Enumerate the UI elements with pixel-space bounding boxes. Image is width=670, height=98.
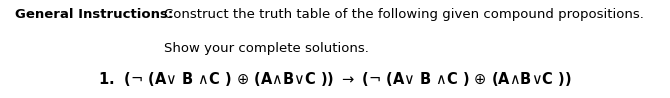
Text: 1.  ($\neg$ (A$\vee$ B $\wedge$C ) $\oplus$ (A$\wedge$B$\vee$C )) $\rightarrow$ : 1. ($\neg$ (A$\vee$ B $\wedge$C ) $\oplu… (98, 70, 572, 88)
Text: General Instructions:: General Instructions: (15, 8, 173, 21)
Text: Show your complete solutions.: Show your complete solutions. (164, 42, 369, 55)
Text: Construct the truth table of the following given compound propositions.: Construct the truth table of the followi… (164, 8, 644, 21)
